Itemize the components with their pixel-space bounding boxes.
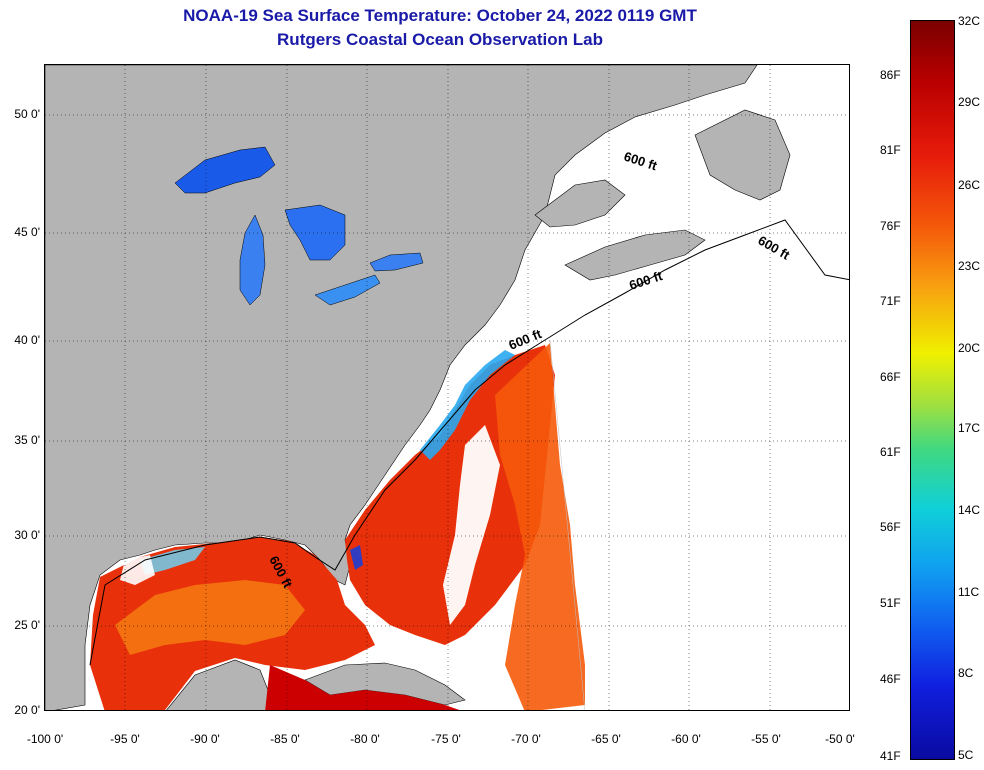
colorbar-label-f: 56F [880, 520, 901, 534]
lon-tick-label: -55 0' [751, 732, 781, 746]
sst-sargasso-warm [495, 343, 585, 710]
sst-map[interactable]: 600 ft 600 ft 600 ft 600 ft 600 ft [44, 64, 850, 711]
lon-tick-label: -100 0' [26, 732, 64, 746]
colorbar-label-f: 41F [880, 749, 901, 763]
colorbar-label-c: 5C [958, 748, 974, 762]
swath-edge [549, 339, 586, 710]
colorbar-label-c: 11C [958, 585, 980, 599]
lake-huron [284, 204, 346, 261]
sst-caribbean [265, 665, 460, 710]
lon-tick-label: -95 0' [110, 732, 140, 746]
isobath-600ft [89, 219, 849, 666]
colorbar-label-f: 61F [880, 445, 901, 459]
colorbar-label-f: 71F [880, 294, 901, 308]
temperature-colorbar [910, 20, 955, 760]
colorbar-label-f: 51F [880, 596, 901, 610]
map-title: NOAA-19 Sea Surface Temperature: October… [183, 6, 697, 25]
lon-tick-label: -60 0' [671, 732, 701, 746]
lon-tick-label: -50 0' [825, 732, 855, 746]
land-north-america [45, 65, 758, 710]
colorbar-label-f: 81F [880, 143, 901, 157]
colorbar-label-f: 66F [880, 370, 901, 384]
colorbar-label-c: 14C [958, 503, 981, 517]
colorbar-label-c: 23C [958, 259, 981, 273]
lon-tick-label: -90 0' [190, 732, 220, 746]
lat-tick-label: 20 0' [14, 703, 40, 717]
colorbar-label-c: 29C [958, 95, 981, 109]
lat-tick-label: 30 0' [14, 528, 40, 542]
sst-map-canvas: 600 ft 600 ft 600 ft 600 ft 600 ft [45, 65, 849, 710]
sst-shelf-cool [420, 350, 515, 460]
colorbar-label-f: 86F [880, 68, 901, 82]
cloud-cover-gulf [120, 555, 155, 585]
sst-gulf-cool-coast [140, 547, 205, 575]
lake-erie [314, 274, 381, 306]
colorbar-label-c: 32C [958, 14, 981, 28]
colorbar-label-c: 17C [958, 421, 981, 435]
colorbar-label-c: 8C [958, 666, 974, 680]
lat-tick-label: 50 0' [14, 107, 40, 121]
lake-michigan [239, 214, 266, 306]
lake-ontario [369, 252, 424, 272]
lon-tick-label: -85 0' [270, 732, 300, 746]
map-subtitle: Rutgers Coastal Ocean Observation Lab [277, 30, 603, 49]
lat-tick-label: 40 0' [14, 333, 40, 347]
land-nova-scotia [564, 229, 706, 281]
land-newfoundland [694, 109, 791, 201]
sst-florida-keys-cool [350, 545, 363, 570]
colorbar-label-c: 26C [958, 178, 981, 192]
lon-tick-label: -70 0' [511, 732, 541, 746]
sst-gulf-warm-orange [115, 580, 305, 655]
land-yucatan [166, 659, 271, 710]
lake-superior [174, 146, 276, 194]
lon-tick-label: -65 0' [591, 732, 621, 746]
colorbar-label-f: 46F [880, 672, 901, 686]
colorbar-label-c: 20C [958, 341, 981, 355]
land-pei-gaspe [534, 179, 626, 228]
lat-tick-label: 45 0' [14, 225, 40, 239]
lon-tick-label: -80 0' [350, 732, 380, 746]
cloud-cover-atlantic [443, 425, 500, 625]
lat-tick-label: 35 0' [14, 433, 40, 447]
lon-tick-label: -75 0' [431, 732, 461, 746]
lat-tick-label: 25 0' [14, 618, 40, 632]
colorbar-label-f: 76F [880, 219, 901, 233]
